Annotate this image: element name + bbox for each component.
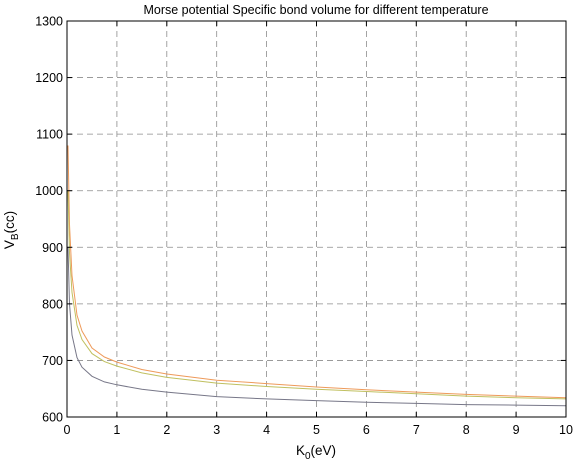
y-tick-label: 1300 (35, 15, 63, 29)
series-line (67, 190, 567, 400)
y-axis-label-unit: (cc) (2, 211, 17, 234)
y-tick-label: 1200 (35, 71, 63, 85)
x-tick-label: 2 (163, 423, 170, 437)
y-tick-label: 1000 (35, 184, 63, 198)
y-tick-label: 600 (42, 411, 63, 425)
y-tick-label: 900 (42, 241, 63, 255)
x-tick-label: 5 (313, 423, 320, 437)
x-tick-label: 7 (413, 423, 420, 437)
x-tick-label: 6 (363, 423, 370, 437)
grid-lines (67, 21, 566, 417)
x-tick-label: 3 (213, 423, 220, 437)
x-tick-label: 4 (263, 423, 270, 437)
series-line (67, 247, 567, 407)
data-lines (67, 145, 567, 407)
axis-ticks: 0 1 2 3 4 5 6 7 8 9 10 600 700 800 900 1000 1100 1200 1300 (35, 15, 573, 438)
y-axis-label-sub: B (10, 233, 21, 240)
series-line (67, 145, 567, 399)
y-tick-label: 700 (42, 354, 63, 368)
x-tick-label: 8 (463, 423, 470, 437)
y-axis-label-main: V (2, 240, 17, 249)
chart-title: Morse potential Specific bond volume for… (143, 3, 488, 17)
x-axis-label-unit: (eV) (311, 443, 337, 458)
y-axis-label: VB(cc) (2, 211, 21, 249)
x-tick-label: 0 (64, 423, 71, 437)
plot-area-frame (66, 20, 567, 418)
x-axis-label-main: K (296, 443, 305, 458)
x-axis-label-sub: 0 (305, 451, 311, 462)
y-tick-label: 800 (42, 297, 63, 311)
x-axis-label: K0(eV) (296, 443, 336, 462)
x-tick-label: 10 (559, 423, 573, 437)
y-tick-label: 1100 (36, 128, 63, 142)
x-tick-label: 9 (513, 423, 520, 437)
x-tick-label: 1 (113, 423, 120, 437)
